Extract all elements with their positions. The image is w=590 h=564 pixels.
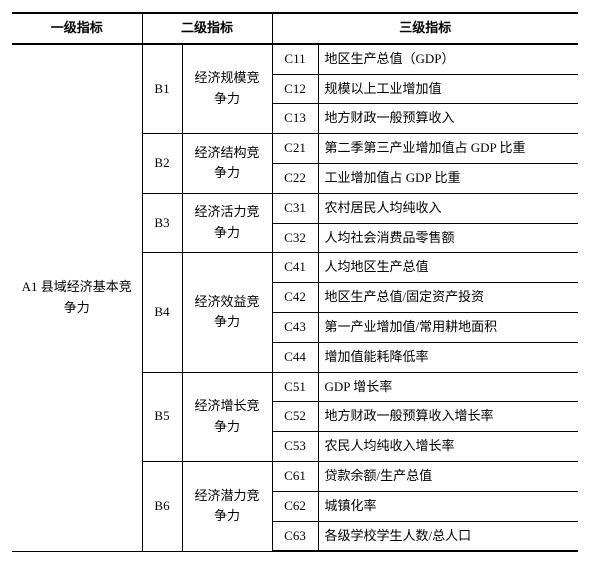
l3-code: C21 [272, 134, 318, 164]
l2-code: B1 [142, 44, 182, 134]
l3-label: 农村居民人均纯收入 [318, 193, 578, 223]
l3-code: C42 [272, 283, 318, 313]
indicator-table: 一级指标 二级指标 三级指标 A1 县域经济基本竞争力 B1 经济规模竞争力 C… [12, 12, 578, 552]
l3-label: 各级学校学生人数/总人口 [318, 521, 578, 551]
l2-label: 经济效益竞争力 [182, 253, 272, 372]
l2-label: 经济结构竞争力 [182, 134, 272, 194]
l2-code: B2 [142, 134, 182, 194]
l3-code: C53 [272, 432, 318, 462]
l1-cell: A1 县域经济基本竞争力 [12, 44, 142, 552]
l3-label: 地区生产总值/固定资产投资 [318, 283, 578, 313]
l3-label: GDP 增长率 [318, 372, 578, 402]
l3-label: 增加值能耗降低率 [318, 342, 578, 372]
l2-label: 经济活力竞争力 [182, 193, 272, 253]
l3-label: 第二季第三产业增加值占 GDP 比重 [318, 134, 578, 164]
l3-label: 地方财政一般预算收入 [318, 104, 578, 134]
l3-label: 第一产业增加值/常用耕地面积 [318, 312, 578, 342]
l3-label: 人均社会消费品零售额 [318, 223, 578, 253]
l3-code: C41 [272, 253, 318, 283]
l3-label: 人均地区生产总值 [318, 253, 578, 283]
l3-code: C52 [272, 402, 318, 432]
l3-code: C44 [272, 342, 318, 372]
l2-code: B3 [142, 193, 182, 253]
l3-label: 工业增加值占 GDP 比重 [318, 163, 578, 193]
l3-label: 农民人均纯收入增长率 [318, 432, 578, 462]
l3-code: C31 [272, 193, 318, 223]
l3-code: C63 [272, 521, 318, 551]
l3-label: 地区生产总值（GDP） [318, 44, 578, 74]
l3-code: C51 [272, 372, 318, 402]
table-body: A1 县域经济基本竞争力 B1 经济规模竞争力 C11 地区生产总值（GDP） … [12, 44, 578, 552]
l3-code: C43 [272, 312, 318, 342]
l3-code: C12 [272, 74, 318, 104]
header-l3: 三级指标 [272, 13, 578, 44]
l3-label: 贷款余额/生产总值 [318, 461, 578, 491]
l3-code: C13 [272, 104, 318, 134]
l2-label: 经济潜力竞争力 [182, 461, 272, 551]
l3-code: C61 [272, 461, 318, 491]
header-l1: 一级指标 [12, 13, 142, 44]
l3-code: C11 [272, 44, 318, 74]
l2-label: 经济规模竞争力 [182, 44, 272, 134]
l2-code: B6 [142, 461, 182, 551]
l2-code: B4 [142, 253, 182, 372]
l2-label: 经济增长竞争力 [182, 372, 272, 461]
table-row: A1 县域经济基本竞争力 B1 经济规模竞争力 C11 地区生产总值（GDP） [12, 44, 578, 74]
l3-code: C32 [272, 223, 318, 253]
l3-label: 城镇化率 [318, 491, 578, 521]
l3-label: 地方财政一般预算收入增长率 [318, 402, 578, 432]
l3-code: C22 [272, 163, 318, 193]
l2-code: B5 [142, 372, 182, 461]
header-row: 一级指标 二级指标 三级指标 [12, 13, 578, 44]
header-l2: 二级指标 [142, 13, 272, 44]
l3-code: C62 [272, 491, 318, 521]
l3-label: 规模以上工业增加值 [318, 74, 578, 104]
